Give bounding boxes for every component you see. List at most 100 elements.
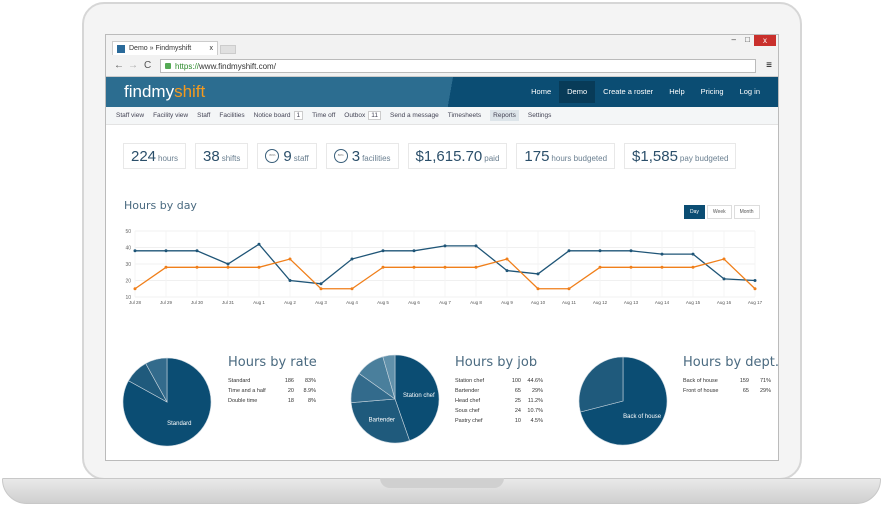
data-point[interactable]	[257, 265, 261, 269]
data-point[interactable]	[691, 252, 695, 256]
data-point[interactable]	[288, 257, 292, 261]
legend-row: Bartender 65 29%	[455, 386, 543, 396]
data-point[interactable]	[350, 257, 354, 261]
legend-l: Head chef	[455, 398, 481, 404]
subnav-timesheets[interactable]: Timesheets	[448, 112, 481, 119]
stat-value: 224	[131, 147, 157, 165]
data-point[interactable]	[319, 282, 323, 286]
ring-gauge: 80%	[333, 149, 348, 163]
subnav-reports[interactable]: Reports	[490, 110, 519, 121]
menu-icon[interactable]: ≡	[766, 60, 772, 71]
subnav-outbox[interactable]: Outbox 11	[344, 111, 381, 120]
data-point[interactable]	[474, 244, 478, 248]
data-point[interactable]	[288, 279, 292, 282]
data-point[interactable]	[505, 269, 509, 273]
pie-slice[interactable]	[394, 354, 440, 441]
pie-slice[interactable]	[350, 398, 410, 444]
data-point[interactable]	[722, 277, 726, 281]
data-point[interactable]	[567, 249, 571, 253]
legend-p: 29%	[759, 388, 771, 394]
subnav-staff-view[interactable]: Staff view	[116, 112, 144, 119]
slice-label: Back of house	[623, 414, 662, 420]
pie-slice[interactable]	[578, 356, 624, 413]
data-point[interactable]	[381, 265, 385, 269]
data-point[interactable]	[381, 249, 385, 253]
data-point[interactable]	[226, 262, 230, 266]
data-point[interactable]	[691, 265, 695, 269]
data-point[interactable]	[195, 249, 199, 253]
data-point[interactable]	[753, 287, 757, 291]
nav-create-a-roster[interactable]: Create a roster	[603, 87, 654, 96]
data-point[interactable]	[629, 265, 633, 269]
data-point[interactable]	[474, 265, 478, 269]
data-point[interactable]	[443, 265, 447, 269]
subnav-facility-view[interactable]: Facility view	[153, 112, 188, 119]
browser-tab[interactable]: Demo » Findmyshift x	[112, 41, 218, 55]
maximize-icon[interactable]: □	[745, 35, 750, 44]
period-month-button[interactable]: Month	[733, 205, 760, 219]
stat-value: 38	[203, 147, 220, 165]
legend-v: 10	[514, 418, 521, 424]
data-point[interactable]	[226, 265, 230, 269]
nav-pricing[interactable]: Pricing	[700, 87, 724, 96]
forward-icon[interactable]: →	[128, 60, 138, 71]
legend-row: Time and a half 20 8.9%	[228, 386, 316, 396]
data-point[interactable]	[133, 287, 137, 291]
subnav-facilities[interactable]: Facilities	[219, 112, 244, 119]
pie-slice[interactable]	[580, 356, 668, 446]
subnav-notice-board[interactable]: Notice board 1	[253, 111, 304, 120]
data-point[interactable]	[412, 265, 416, 269]
minimize-icon[interactable]: –	[731, 35, 736, 44]
data-point[interactable]	[598, 265, 602, 269]
nav-demo[interactable]: Demo	[559, 81, 596, 103]
data-point[interactable]	[257, 242, 261, 246]
new-tab-button[interactable]	[220, 45, 236, 54]
nav-log-in[interactable]: Log in	[739, 87, 760, 96]
data-point[interactable]	[722, 257, 726, 261]
subnav-label: Facility view	[153, 112, 189, 119]
reload-icon[interactable]: C	[144, 60, 152, 71]
subnav-label: Notice board	[253, 112, 291, 119]
x-tick-label: Aug 13	[624, 300, 639, 305]
data-point[interactable]	[536, 272, 540, 276]
data-point[interactable]	[567, 287, 571, 291]
data-point[interactable]	[660, 252, 664, 256]
pie-slice[interactable]	[145, 357, 168, 403]
pie-slice[interactable]	[382, 354, 396, 400]
data-point[interactable]	[350, 287, 354, 291]
stat-value: $1,615.70	[415, 147, 483, 165]
data-point[interactable]	[443, 244, 447, 248]
data-point[interactable]	[133, 249, 137, 253]
legend-v: 24	[514, 408, 521, 414]
data-point[interactable]	[195, 265, 199, 269]
period-week-button[interactable]: Week	[706, 205, 732, 219]
subnav-staff[interactable]: Staff	[197, 112, 210, 119]
subnav-settings[interactable]: Settings	[528, 112, 552, 119]
data-point[interactable]	[164, 265, 168, 269]
data-point[interactable]	[536, 287, 540, 291]
data-point[interactable]	[629, 249, 633, 253]
subnav-time-off[interactable]: Time off	[312, 112, 335, 119]
data-point[interactable]	[505, 257, 509, 261]
window-close-icon[interactable]: x	[754, 35, 776, 46]
data-point[interactable]	[598, 249, 602, 253]
period-day-button[interactable]: Day	[684, 205, 705, 219]
address-bar[interactable]: https://www.findmyshift.com/	[160, 59, 756, 73]
data-point[interactable]	[412, 249, 416, 253]
job-title: Hours by job	[455, 355, 538, 370]
url-scheme: https://	[175, 62, 200, 71]
nav-help[interactable]: Help	[669, 87, 685, 96]
subnav-send-a-message[interactable]: Send a message	[390, 112, 439, 119]
nav-home[interactable]: Home	[531, 87, 552, 96]
stat-unit: hours	[158, 153, 179, 163]
pie-slice[interactable]	[122, 357, 212, 447]
data-point[interactable]	[164, 249, 168, 253]
dept-title: Hours by dept.	[683, 355, 780, 370]
data-point[interactable]	[319, 287, 323, 291]
logo[interactable]: findmyshift	[124, 82, 206, 101]
data-point[interactable]	[753, 279, 757, 282]
data-point[interactable]	[660, 265, 664, 269]
close-tab-icon[interactable]: x	[209, 45, 214, 52]
back-icon[interactable]: ←	[114, 60, 124, 71]
main-nav: Home Demo Create a roster Help Pricing Log in	[523, 77, 768, 107]
